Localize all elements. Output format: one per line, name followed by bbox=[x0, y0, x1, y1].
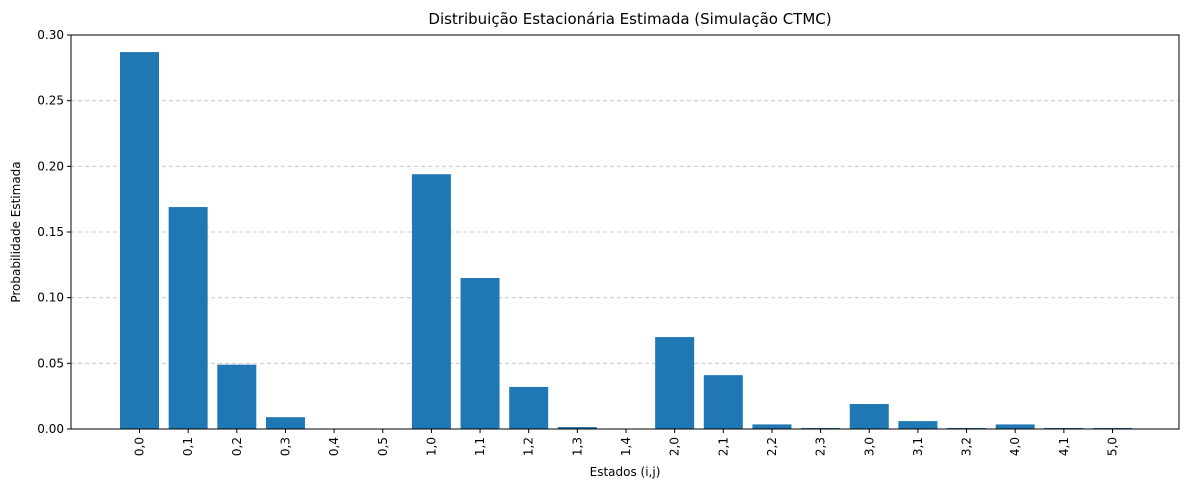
bar bbox=[752, 424, 792, 429]
x-tick-label: 0,1 bbox=[181, 437, 195, 456]
bars-layer bbox=[120, 52, 1132, 429]
y-tick-label: 0.00 bbox=[37, 422, 64, 436]
x-tick-label: 3,2 bbox=[960, 437, 974, 456]
bar bbox=[120, 52, 159, 429]
y-axis: 0.00 0.05 0.10 0.15 0.20 0.25 0.30 bbox=[37, 28, 71, 436]
bar bbox=[265, 417, 305, 429]
x-axis-label: Estados (i,j) bbox=[590, 465, 661, 479]
bar bbox=[995, 424, 1035, 429]
x-tick-label: 2,2 bbox=[765, 437, 779, 456]
x-tick-label: 1,0 bbox=[424, 437, 438, 456]
x-axis: 0,0 0,1 0,2 0,3 0,4 0,5 1,0 1,1 1,2 1,3 1,4 2,0 2,1 2… bbox=[133, 429, 1120, 456]
bar bbox=[411, 174, 451, 429]
y-tick-label: 0.30 bbox=[37, 28, 64, 42]
x-tick-label: 0,3 bbox=[278, 437, 292, 456]
x-tick-label: 1,1 bbox=[473, 437, 487, 456]
x-tick-label: 1,4 bbox=[619, 437, 633, 456]
x-tick-label: 0,2 bbox=[230, 437, 244, 456]
y-tick-label: 0.15 bbox=[37, 225, 64, 239]
x-tick-label: 2,1 bbox=[716, 437, 730, 456]
bar bbox=[168, 207, 208, 429]
bar bbox=[947, 427, 987, 429]
bar bbox=[655, 337, 695, 429]
x-tick-label: 2,3 bbox=[814, 437, 828, 456]
x-tick-label: 3,0 bbox=[862, 437, 876, 456]
bar bbox=[509, 386, 549, 429]
bar bbox=[849, 404, 889, 429]
x-tick-label: 0,0 bbox=[133, 437, 147, 456]
x-tick-label: 4,1 bbox=[1057, 437, 1071, 456]
bar bbox=[801, 427, 841, 429]
y-tick-label: 0.05 bbox=[37, 356, 64, 370]
x-tick-label: 1,2 bbox=[522, 437, 536, 456]
bar bbox=[1093, 427, 1132, 429]
y-tick-label: 0.25 bbox=[37, 94, 64, 108]
x-tick-label: 3,1 bbox=[911, 437, 925, 456]
bar bbox=[557, 427, 597, 429]
bar bbox=[703, 375, 743, 429]
y-tick-label: 0.10 bbox=[37, 291, 64, 305]
bar bbox=[217, 364, 257, 429]
bar bbox=[1044, 427, 1084, 429]
x-tick-label: 0,5 bbox=[376, 437, 390, 456]
x-tick-label: 4,0 bbox=[1008, 437, 1022, 456]
y-tick-label: 0.20 bbox=[37, 159, 64, 173]
x-tick-label: 0,4 bbox=[327, 437, 341, 456]
chart-title: Distribuição Estacionária Estimada (Simu… bbox=[428, 10, 831, 28]
bar bbox=[898, 421, 938, 429]
y-axis-label: Probabilidade Estimada bbox=[9, 161, 23, 302]
x-tick-label: 5,0 bbox=[1106, 437, 1120, 456]
x-tick-label: 1,3 bbox=[570, 437, 584, 456]
bar bbox=[460, 277, 500, 429]
x-tick-label: 2,0 bbox=[668, 437, 682, 456]
